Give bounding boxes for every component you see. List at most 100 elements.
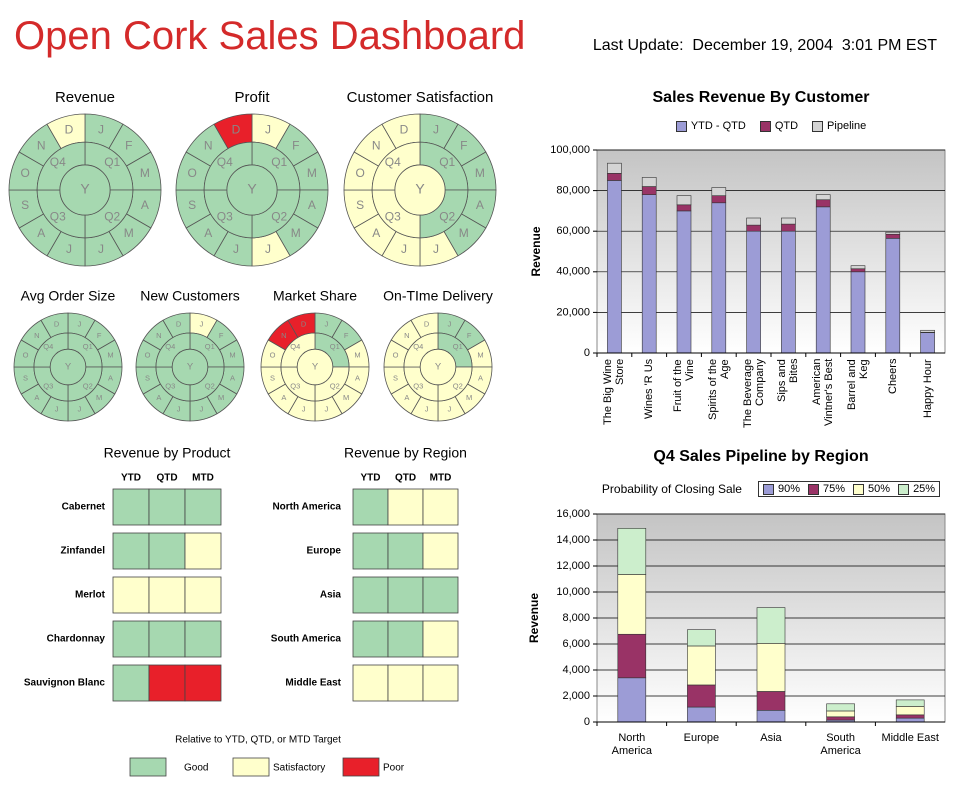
month-label: J xyxy=(325,319,329,328)
x-tick-label: American Vintner's Best xyxy=(811,359,836,427)
bar-segment xyxy=(617,677,647,723)
bar-segment xyxy=(607,173,622,181)
bar-segment xyxy=(885,233,901,239)
month-label: A xyxy=(476,198,484,212)
month-label: M xyxy=(477,351,483,360)
month-label: F xyxy=(219,331,224,340)
status-cell xyxy=(387,488,424,526)
quarter-label: Q1 xyxy=(271,155,287,169)
month-label: J xyxy=(433,122,439,136)
month-label: F xyxy=(125,138,132,152)
quarter-label: Q1 xyxy=(205,342,215,351)
month-label: O xyxy=(270,351,276,360)
month-label: A xyxy=(404,393,409,402)
year-label: Y xyxy=(312,362,319,373)
bar-segment xyxy=(815,194,831,201)
y-tick-label: 40,000 xyxy=(556,266,590,278)
status-wheel: On-TIme Delivery J F M A M J J A S O N D Q1 Q2 Q3 Q4 Y xyxy=(383,288,493,422)
quarter-label: Q4 xyxy=(43,342,53,351)
month-label: J xyxy=(233,242,239,256)
status-cell xyxy=(112,664,150,702)
bar-segment xyxy=(920,329,935,333)
x-tick-label: Spirits of the Age xyxy=(706,359,731,421)
quarter-label: Q3 xyxy=(165,382,175,391)
year-label: Y xyxy=(415,181,425,197)
month-label: J xyxy=(401,242,407,256)
quarter-label: Q4 xyxy=(217,155,233,169)
row-label: Sauvignon Blanc xyxy=(24,678,106,689)
month-label: M xyxy=(475,166,485,180)
status-cell xyxy=(352,488,389,526)
status-cell xyxy=(148,664,186,702)
wheel-title: Market Share xyxy=(273,288,357,304)
status-cell xyxy=(148,488,186,526)
status-cell xyxy=(184,488,222,526)
month-label: M xyxy=(140,166,150,180)
month-label: A xyxy=(204,226,212,240)
month-label: A xyxy=(230,373,235,382)
quarter-label: Q3 xyxy=(50,209,66,223)
legend-label: 50% xyxy=(868,483,891,495)
x-tick-label: Europe xyxy=(683,732,720,744)
column-header: MTD xyxy=(430,473,452,484)
y-tick-label: 6,000 xyxy=(562,638,590,650)
row-label: South America xyxy=(271,634,342,645)
month-label: O xyxy=(187,166,196,180)
row-label: Cabernet xyxy=(62,502,106,513)
month-label: J xyxy=(55,404,59,413)
status-cell xyxy=(148,620,186,658)
month-label: N xyxy=(372,138,381,152)
y-tick-label: 2,000 xyxy=(562,690,590,702)
quarter-label: Q3 xyxy=(290,382,300,391)
legend-label: 75% xyxy=(823,483,846,495)
legend-swatch xyxy=(342,757,380,777)
month-label: A xyxy=(308,198,316,212)
year-label: Y xyxy=(65,362,72,373)
y-tick-label: 4,000 xyxy=(562,664,590,676)
status-cell xyxy=(112,620,150,658)
status-cell xyxy=(184,664,222,702)
status-cell xyxy=(387,532,424,570)
legend-label: 25% xyxy=(913,483,936,495)
legend-label: Satisfactory xyxy=(273,763,325,774)
quarter-label: Q1 xyxy=(453,342,463,351)
status-wheel: Avg Order Size J F M A M J J A S O N D Q1 Q2 Q3 Q4 Y xyxy=(13,288,123,422)
status-cell xyxy=(184,532,222,570)
month-label: D xyxy=(65,122,74,136)
year-label: Y xyxy=(80,181,90,197)
month-label: S xyxy=(21,198,29,212)
row-label: Zinfandel xyxy=(61,546,106,557)
month-label: A xyxy=(141,198,149,212)
bar-segment xyxy=(711,202,727,354)
bar-segment xyxy=(687,706,716,723)
y-tick-label: 10,000 xyxy=(556,586,590,598)
month-label: N xyxy=(37,138,46,152)
month-label: M xyxy=(291,226,301,240)
last-update: Last Update: December 19, 2004 3:01 PM E… xyxy=(592,37,937,54)
month-label: O xyxy=(355,166,364,180)
quarter-label: Q3 xyxy=(413,382,423,391)
x-tick-label: The Big Wine Store xyxy=(602,359,627,426)
bar-segment xyxy=(815,199,831,208)
column-header: QTD xyxy=(395,473,416,484)
status-cell xyxy=(387,664,424,702)
month-label: D xyxy=(400,122,409,136)
bar-segment xyxy=(756,607,786,644)
y-axis-label: Revenue xyxy=(529,226,543,276)
y-axis-label: Revenue xyxy=(527,593,541,643)
column-header: YTD xyxy=(121,473,141,484)
legend-swatch xyxy=(808,483,819,495)
month-label: D xyxy=(301,319,307,328)
status-cell xyxy=(112,488,150,526)
month-label: M xyxy=(218,393,224,402)
bar-segment xyxy=(746,224,761,232)
bar-segment xyxy=(850,265,866,270)
legend: Probability of Closing Sale 90% 75% 50% 25% xyxy=(597,481,945,497)
month-label: N xyxy=(156,331,161,340)
bar-segment xyxy=(756,709,786,723)
bar-segment xyxy=(641,177,657,187)
month-label: J xyxy=(302,404,306,413)
month-label: J xyxy=(448,319,452,328)
bar-segment xyxy=(607,162,622,174)
